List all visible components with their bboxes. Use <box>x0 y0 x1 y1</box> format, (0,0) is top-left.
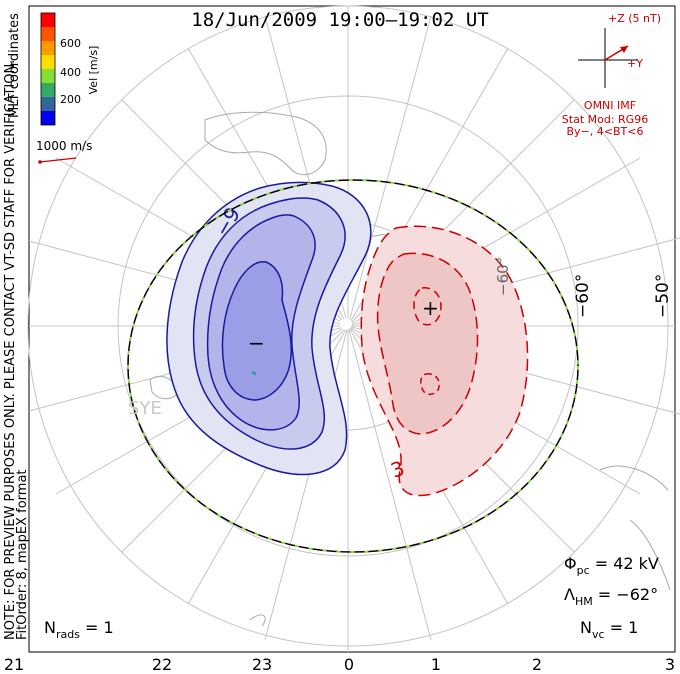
station-label: SYE <box>128 398 162 419</box>
pos-contour-3b <box>420 373 440 395</box>
radar-vector <box>251 371 257 375</box>
colorbar-cell <box>41 13 55 27</box>
fit-order-note: FitOrder: 8, mapEX format <box>15 469 30 640</box>
cross-polar-cap-potential: Φpc = 42 kV <box>564 554 659 577</box>
mlt-label: 2 <box>532 655 542 674</box>
colorbar-cell <box>41 97 55 111</box>
hm-boundary <box>127 179 579 553</box>
colorbar-tick: 600 <box>60 37 81 50</box>
colorbar-cell <box>41 41 55 55</box>
lat-label-inner: −60° <box>494 257 512 296</box>
positive-convection-cell: 3 + <box>360 225 529 497</box>
potential-max-marker: + <box>422 296 439 320</box>
mlt-label: 1 <box>431 655 441 674</box>
colorbar-outline <box>40 12 56 126</box>
colorbar-cell <box>41 27 55 41</box>
vector-scale-bar <box>39 157 77 163</box>
colorbar-cell <box>41 111 55 125</box>
pos-contour-2 <box>376 252 479 435</box>
colorbar-cell <box>41 55 55 69</box>
imf-source: OMNI IMF <box>584 99 636 112</box>
stat-model-params: By−, 4<BT<6 <box>567 125 644 138</box>
coastline-east <box>599 465 671 591</box>
colorbar-tick: 200 <box>60 93 81 106</box>
vector-scale-label: 1000 m/s <box>36 139 92 153</box>
negative-convection-cell: −9 − <box>166 181 372 476</box>
mlt-label: 21 <box>4 655 24 674</box>
coastline-north <box>204 111 327 176</box>
coastline-south <box>249 614 266 627</box>
velocity-colorbar: 600 400 200 Vel [m/s] <box>40 12 100 126</box>
radar-count: Nrads = 1 <box>44 618 114 641</box>
stat-model: Stat Mod: RG96 <box>562 113 648 126</box>
hm-boundary-dash <box>127 179 579 553</box>
colorbar-tick: 400 <box>60 66 81 79</box>
page-title: 18/Jun/2009 19:00–19:02 UT <box>191 9 488 31</box>
mlt-label: 23 <box>252 655 272 674</box>
hm-latitude: ΛHM = −62° <box>564 585 658 608</box>
mlt-grid <box>28 6 680 652</box>
colorbar-cell <box>41 83 55 97</box>
meridian-1 <box>347 15 432 327</box>
vector-scale-dot <box>38 160 42 164</box>
imf-vector-arrowhead <box>620 46 628 53</box>
colorbar-cell <box>41 69 55 83</box>
mlt-label: 0 <box>344 655 354 674</box>
imf-y-label: +Y <box>627 57 643 70</box>
colorbar-label: Vel [m/s] <box>87 46 100 95</box>
meridian-11 <box>347 325 432 641</box>
potential-min-marker: − <box>248 331 265 355</box>
neg-contour-4 <box>221 261 293 401</box>
pole-marker <box>340 318 352 330</box>
imf-clock: +Z (5 nT) +Y OMNI IMF Stat Mod: RG96 By−… <box>562 12 661 138</box>
vector-count: Nvc = 1 <box>580 618 638 641</box>
mlt-label: 3 <box>665 655 675 674</box>
mlt-label: 22 <box>152 655 172 674</box>
lat-label-50: −50° <box>653 274 673 318</box>
imf-z-label: +Z (5 nT) <box>608 12 661 25</box>
mlt-axis: 21 22 23 0 1 2 3 <box>4 655 675 674</box>
preview-note: NOTE: FOR PREVIEW PURPOSES ONLY. PLEASE … <box>3 60 18 640</box>
coordinate-system-label: MLT coordinates <box>7 13 22 118</box>
lat-label-60: −60° <box>573 274 593 318</box>
pos-contour-3a <box>413 287 442 326</box>
